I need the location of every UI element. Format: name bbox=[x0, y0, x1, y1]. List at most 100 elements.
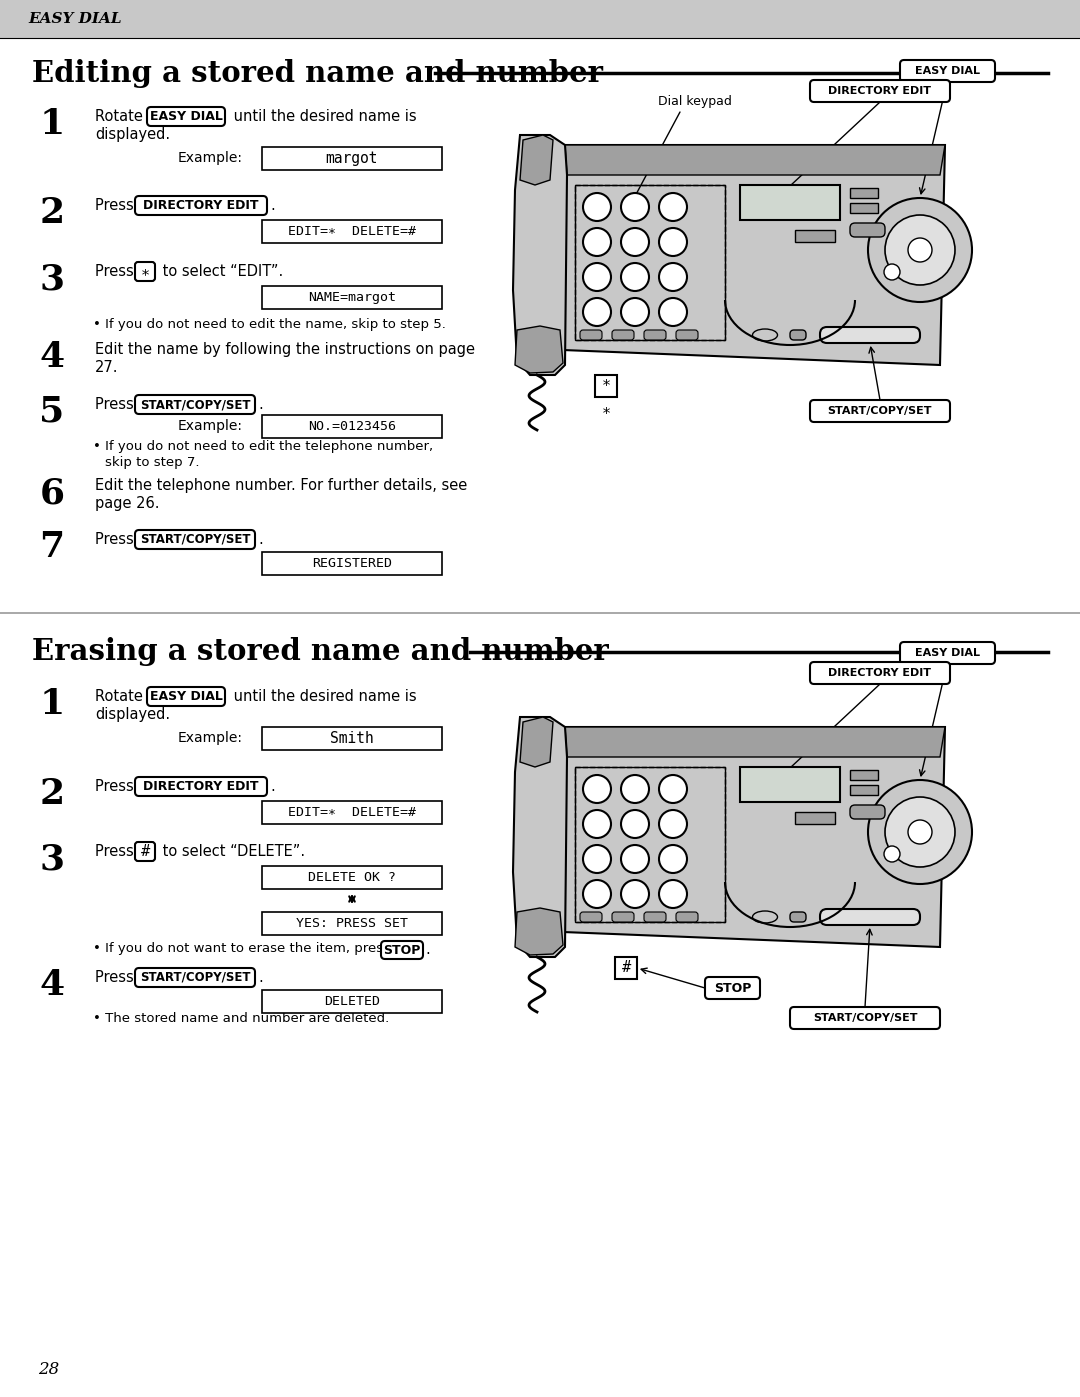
Text: .: . bbox=[270, 198, 274, 212]
FancyBboxPatch shape bbox=[135, 196, 267, 215]
Circle shape bbox=[621, 810, 649, 838]
FancyBboxPatch shape bbox=[0, 612, 1080, 615]
Text: NO.=0123456: NO.=0123456 bbox=[308, 420, 396, 433]
Text: 7: 7 bbox=[40, 529, 65, 564]
Circle shape bbox=[868, 780, 972, 884]
FancyBboxPatch shape bbox=[135, 263, 156, 281]
FancyBboxPatch shape bbox=[612, 330, 634, 339]
Text: START/COPY/SET: START/COPY/SET bbox=[139, 534, 251, 546]
FancyBboxPatch shape bbox=[795, 231, 835, 242]
Text: START/COPY/SET: START/COPY/SET bbox=[813, 1013, 917, 1023]
Text: DIRECTORY EDIT: DIRECTORY EDIT bbox=[828, 87, 931, 96]
Ellipse shape bbox=[753, 911, 778, 923]
Text: DIRECTORY EDIT: DIRECTORY EDIT bbox=[144, 198, 259, 212]
FancyBboxPatch shape bbox=[262, 866, 442, 888]
FancyBboxPatch shape bbox=[644, 330, 666, 339]
Text: Example:: Example: bbox=[178, 419, 243, 433]
Text: DIRECTORY EDIT: DIRECTORY EDIT bbox=[144, 780, 259, 793]
Text: 5: 5 bbox=[39, 395, 65, 429]
Text: EDIT=∗  DELETE=#: EDIT=∗ DELETE=# bbox=[288, 225, 416, 237]
Text: Press: Press bbox=[95, 844, 138, 859]
Text: 3: 3 bbox=[40, 263, 65, 296]
Text: Press: Press bbox=[95, 532, 138, 548]
Text: 2: 2 bbox=[40, 196, 65, 231]
Polygon shape bbox=[515, 326, 563, 373]
FancyBboxPatch shape bbox=[789, 1007, 940, 1030]
Polygon shape bbox=[563, 726, 945, 947]
Circle shape bbox=[621, 880, 649, 908]
FancyBboxPatch shape bbox=[810, 662, 950, 685]
FancyBboxPatch shape bbox=[676, 912, 698, 922]
FancyBboxPatch shape bbox=[850, 785, 878, 795]
Circle shape bbox=[621, 298, 649, 326]
Bar bbox=[575, 767, 725, 922]
FancyBboxPatch shape bbox=[810, 80, 950, 102]
Text: 28: 28 bbox=[38, 1362, 59, 1379]
Circle shape bbox=[583, 193, 611, 221]
Circle shape bbox=[621, 845, 649, 873]
Text: *: * bbox=[602, 407, 610, 422]
Text: to select “EDIT”.: to select “EDIT”. bbox=[158, 264, 283, 279]
Circle shape bbox=[583, 775, 611, 803]
Bar bbox=[575, 184, 725, 339]
Polygon shape bbox=[515, 908, 563, 956]
FancyBboxPatch shape bbox=[795, 812, 835, 824]
Circle shape bbox=[659, 228, 687, 256]
FancyBboxPatch shape bbox=[900, 60, 995, 82]
FancyBboxPatch shape bbox=[820, 909, 920, 925]
Circle shape bbox=[583, 845, 611, 873]
Text: Dial keypad: Dial keypad bbox=[658, 95, 732, 109]
FancyBboxPatch shape bbox=[850, 770, 878, 780]
Text: STOP: STOP bbox=[714, 982, 752, 995]
Text: .: . bbox=[426, 942, 430, 957]
FancyBboxPatch shape bbox=[595, 374, 617, 397]
Text: EASY DIAL: EASY DIAL bbox=[149, 690, 222, 703]
Circle shape bbox=[583, 810, 611, 838]
Circle shape bbox=[621, 193, 649, 221]
Text: 1: 1 bbox=[39, 108, 65, 141]
Polygon shape bbox=[513, 717, 567, 957]
Circle shape bbox=[868, 198, 972, 302]
FancyBboxPatch shape bbox=[262, 800, 442, 824]
Text: EDIT=∗  DELETE=#: EDIT=∗ DELETE=# bbox=[288, 806, 416, 819]
Text: Example:: Example: bbox=[178, 731, 243, 745]
FancyBboxPatch shape bbox=[262, 219, 442, 243]
Polygon shape bbox=[565, 726, 945, 757]
Text: #: # bbox=[140, 844, 149, 859]
FancyBboxPatch shape bbox=[262, 415, 442, 439]
FancyBboxPatch shape bbox=[381, 942, 423, 958]
Text: Press: Press bbox=[95, 780, 138, 793]
Circle shape bbox=[659, 193, 687, 221]
Text: .: . bbox=[258, 532, 262, 548]
Text: until the desired name is: until the desired name is bbox=[229, 689, 417, 704]
FancyBboxPatch shape bbox=[644, 912, 666, 922]
Circle shape bbox=[659, 298, 687, 326]
Text: Rotate: Rotate bbox=[95, 689, 148, 704]
Circle shape bbox=[908, 237, 932, 263]
FancyBboxPatch shape bbox=[262, 990, 442, 1013]
Text: 2: 2 bbox=[40, 777, 65, 812]
Text: STOP: STOP bbox=[383, 943, 421, 957]
FancyBboxPatch shape bbox=[262, 552, 442, 576]
Polygon shape bbox=[513, 136, 567, 374]
Circle shape bbox=[583, 298, 611, 326]
Text: .: . bbox=[258, 970, 262, 985]
Text: Rotate: Rotate bbox=[95, 109, 148, 124]
Text: 6: 6 bbox=[40, 476, 65, 510]
Text: NAME=margot: NAME=margot bbox=[308, 291, 396, 305]
Text: Editing a stored name and number: Editing a stored name and number bbox=[32, 59, 603, 88]
Circle shape bbox=[583, 880, 611, 908]
Text: 27.: 27. bbox=[95, 360, 119, 374]
FancyBboxPatch shape bbox=[615, 957, 637, 979]
FancyBboxPatch shape bbox=[789, 912, 806, 922]
FancyBboxPatch shape bbox=[262, 912, 442, 935]
FancyBboxPatch shape bbox=[262, 286, 442, 309]
FancyBboxPatch shape bbox=[135, 395, 255, 414]
Text: EASY DIAL: EASY DIAL bbox=[28, 13, 122, 27]
Polygon shape bbox=[565, 145, 945, 175]
Text: Press: Press bbox=[95, 198, 138, 212]
Text: EASY DIAL: EASY DIAL bbox=[915, 66, 980, 75]
FancyBboxPatch shape bbox=[262, 147, 442, 170]
Text: ∗: ∗ bbox=[140, 264, 149, 279]
FancyBboxPatch shape bbox=[135, 777, 267, 796]
